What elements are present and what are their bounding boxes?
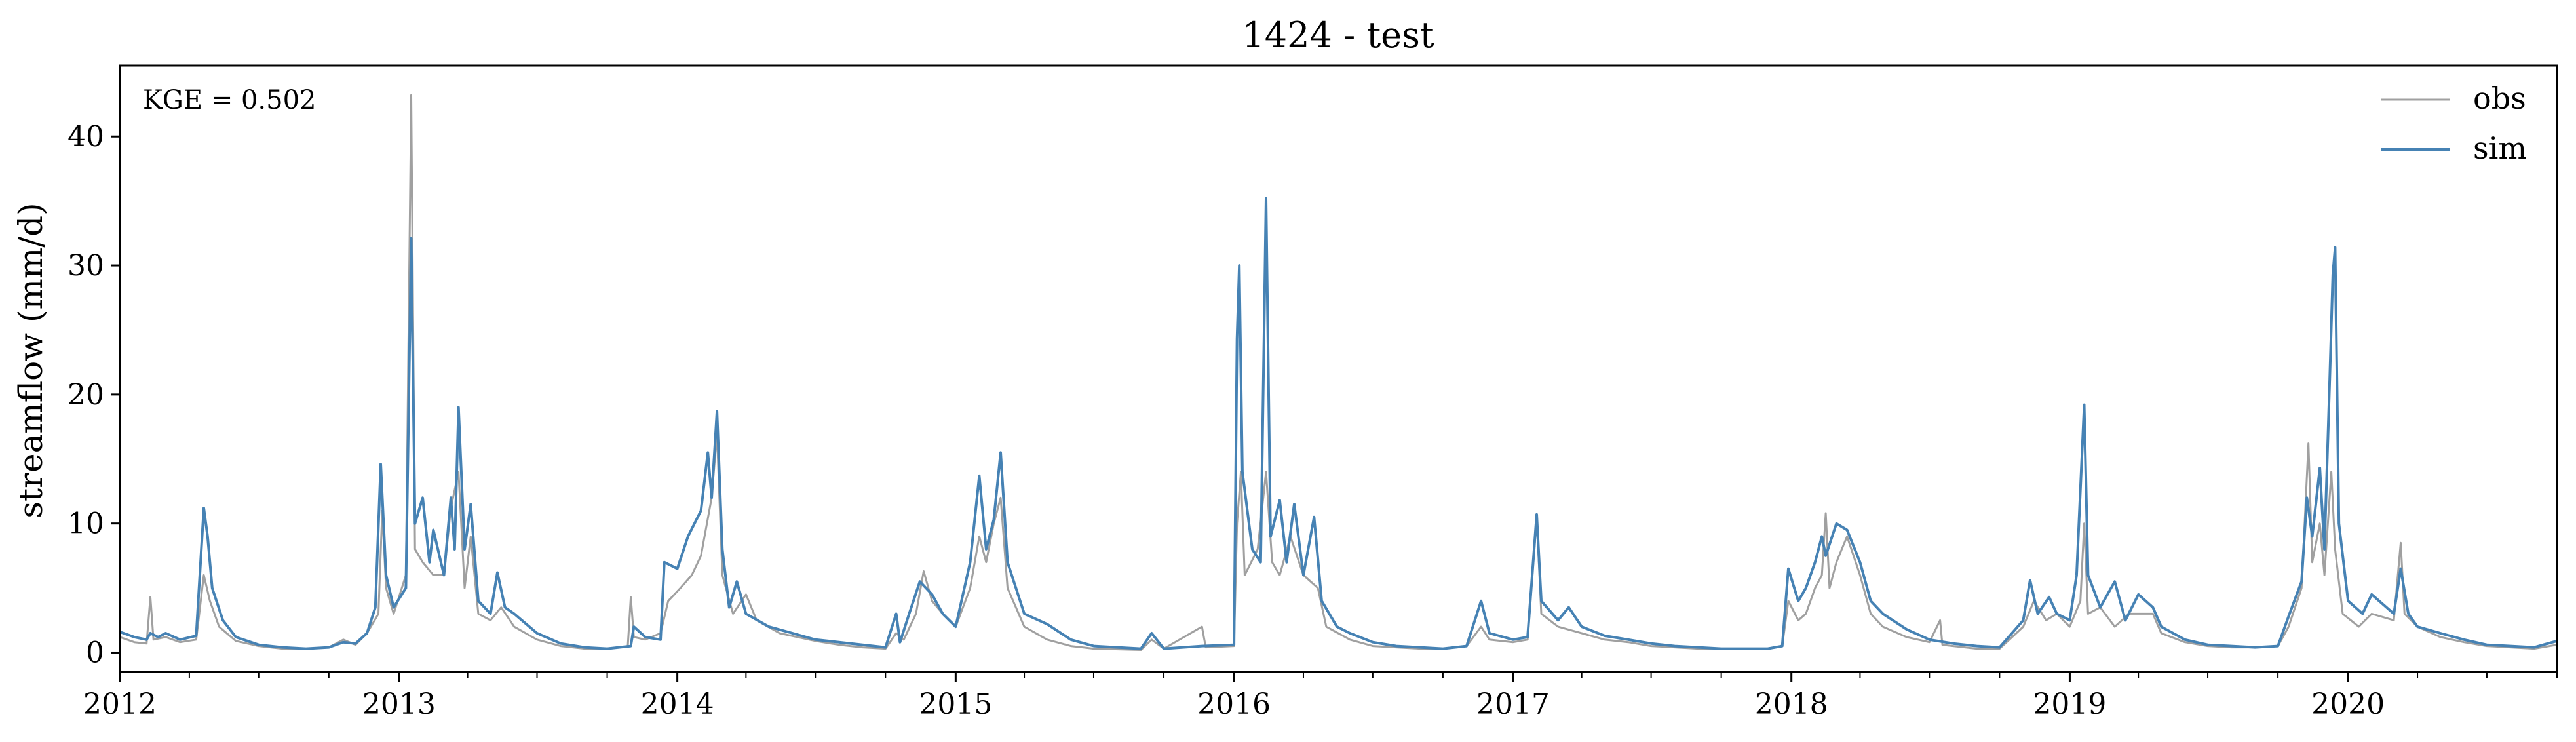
x-tick-label: 2020: [2311, 688, 2385, 721]
x-tick-label: 2017: [1476, 688, 1550, 721]
series-line-sim: [119, 197, 2558, 650]
plot-area: [119, 94, 2558, 651]
y-axis-label: streamflow (mm/d): [12, 203, 50, 518]
legend-label-obs: obs: [2473, 81, 2526, 116]
chart-title: 1424 - test: [1242, 14, 1434, 56]
x-tick-label: 2016: [1197, 688, 1271, 721]
axes: 0 10 20 30 40 2012 2013 2014 2015 2016 2017 2018 201…: [67, 120, 2558, 721]
y-tick-label: 0: [86, 636, 104, 669]
series-line-obs: [119, 94, 2558, 651]
y-tick-label: 20: [67, 378, 104, 412]
legend-label-sim: sim: [2473, 130, 2527, 166]
plot-frame: [119, 64, 2558, 673]
x-tick-label: 2013: [362, 688, 436, 721]
kge-annotation: KGE = 0.502: [143, 85, 317, 115]
x-tick-label: 2015: [919, 688, 992, 721]
y-tick-label: 40: [67, 120, 104, 153]
x-tick-label: 2012: [83, 688, 157, 721]
y-tick-label: 30: [67, 249, 104, 283]
x-tick-label: 2014: [641, 688, 714, 721]
y-tick-label: 10: [67, 507, 104, 541]
x-tick-label: 2019: [2033, 688, 2106, 721]
legend: obs sim: [2381, 81, 2527, 166]
x-tick-label: 2018: [1755, 688, 1828, 721]
